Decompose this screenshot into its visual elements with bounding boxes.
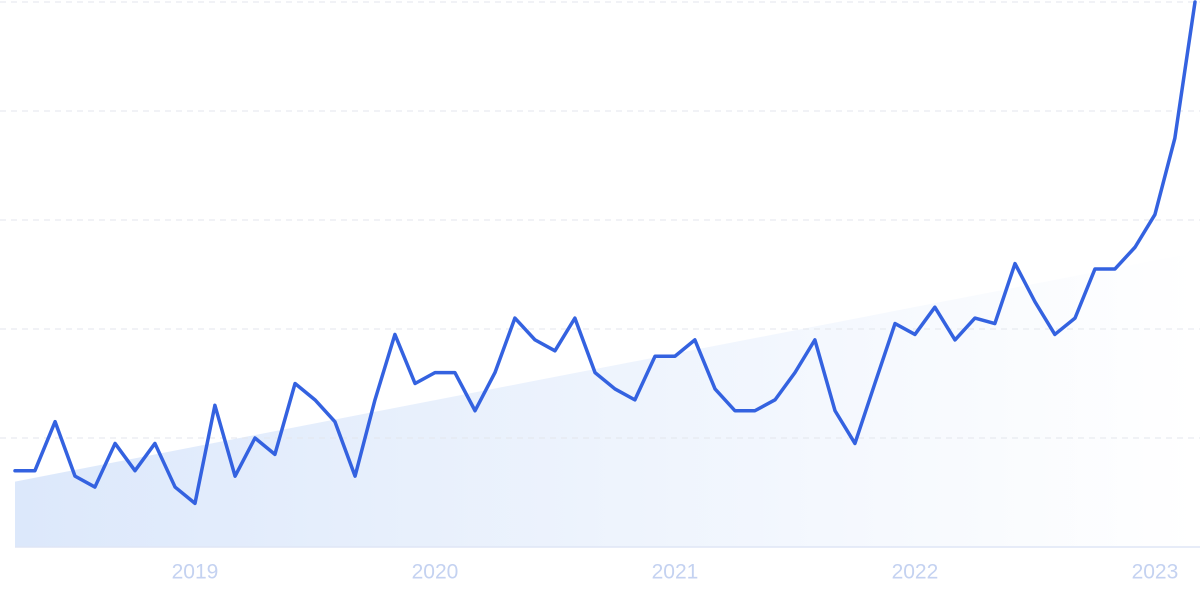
x-tick-label: 2021 [652, 561, 699, 584]
x-tick-label: 2020 [412, 561, 459, 584]
x-tick-label: 2022 [892, 561, 939, 584]
x-tick-label: 2019 [172, 561, 219, 584]
x-tick-label: 2023 [1132, 561, 1179, 584]
data-line [13, 0, 1197, 506]
